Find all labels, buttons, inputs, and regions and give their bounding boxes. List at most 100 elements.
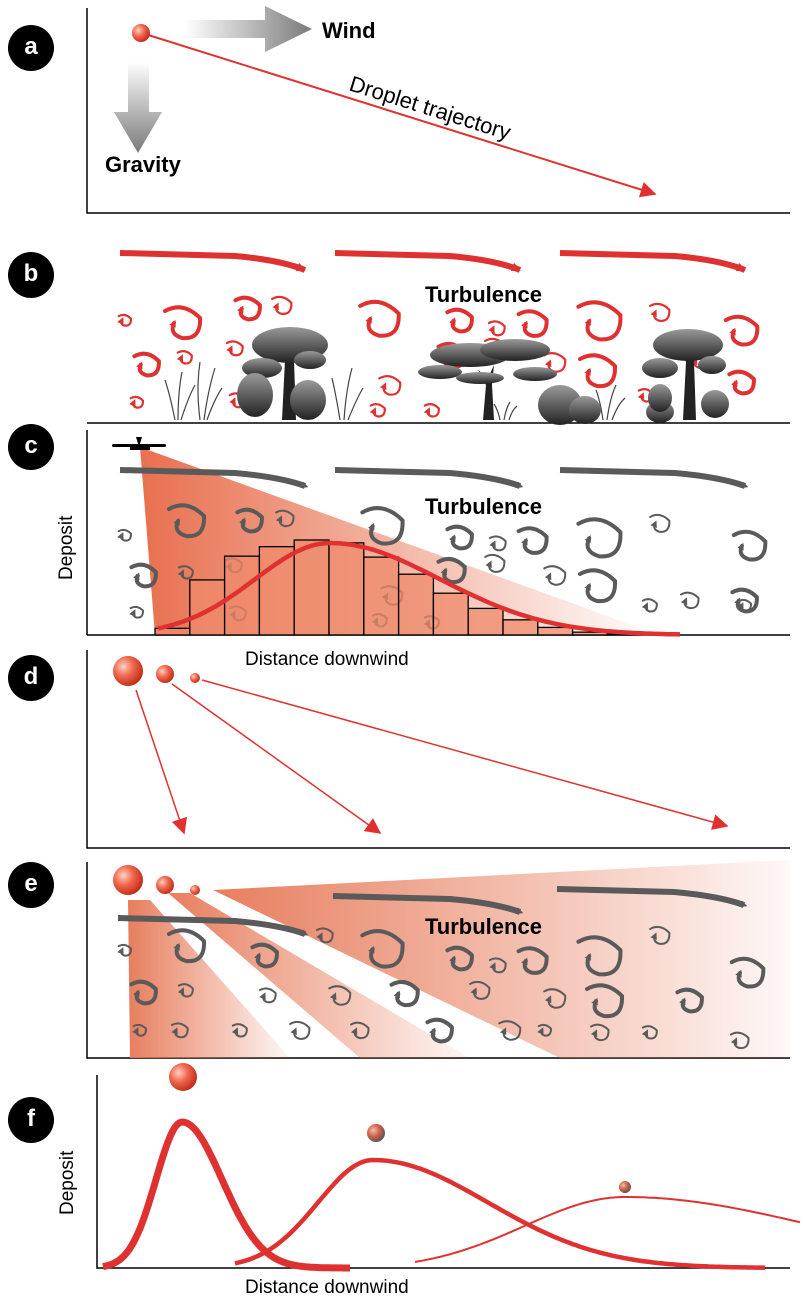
large-droplet-trajectory (135, 689, 188, 835)
panel-b: Turbulence (87, 250, 790, 425)
eddy-swirl (289, 1020, 311, 1040)
small-droplet (190, 885, 200, 895)
large-droplet (113, 656, 143, 686)
eddy-swirl (641, 598, 658, 613)
eddy-swirl (235, 507, 264, 534)
eddy-swirl (117, 943, 132, 957)
medium-droplet-deposit-curve (234, 1157, 766, 1270)
eddy-swirl (436, 556, 467, 585)
panel-e: Turbulence (86, 860, 790, 1059)
eddy-swirl (649, 925, 671, 945)
eddy-swirl (423, 403, 440, 418)
large-droplet-plume (128, 900, 290, 1058)
panel-f: Deposit Distance downwind (57, 1063, 801, 1298)
eddy-swirl (369, 403, 386, 418)
eddy-swirl (649, 302, 671, 322)
eddy-swirl (225, 340, 244, 357)
eddy-swirl (129, 562, 158, 589)
large-droplet (113, 865, 143, 895)
gravity-arrow (114, 62, 162, 153)
acacia-tree (418, 339, 557, 420)
eddy-swirl (641, 1025, 658, 1040)
eddy-swirl (488, 535, 507, 552)
eddy-swirl (445, 307, 474, 334)
medium-droplet (156, 876, 174, 894)
eddy-swirl (389, 979, 420, 1008)
eddy-swirl (132, 1023, 147, 1037)
histogram-bar (328, 542, 365, 636)
x-label-c: Distance downwind (245, 649, 409, 670)
eddy-swirl (315, 927, 334, 944)
histogram-bar (258, 546, 295, 636)
tree (642, 329, 729, 420)
histogram-bar (537, 626, 574, 636)
eddy-swirl (516, 309, 549, 338)
turbulence-eddies-e (117, 925, 766, 1050)
x-label-f: Distance downwind (245, 1277, 409, 1298)
eddy-swirl (129, 979, 158, 1006)
eddy-swirl (425, 1017, 454, 1044)
y-label-f: Deposit (57, 1150, 78, 1215)
eddy-swirl (167, 928, 207, 964)
eddy-swirl (578, 568, 618, 604)
eddy-swirl (176, 350, 193, 365)
eddy-swirl (543, 352, 567, 373)
eddy-swirl (576, 935, 623, 977)
wind-arrow (185, 6, 312, 52)
eddy-swirl (469, 980, 491, 1000)
histogram-bar (397, 573, 435, 636)
tree (237, 327, 328, 420)
eddy-swirl (177, 565, 194, 580)
eddy-swirl (516, 526, 549, 555)
medium-droplet (156, 665, 174, 683)
small-droplet (190, 673, 200, 683)
eddy-swirl (275, 509, 295, 528)
histogram-bar (363, 556, 400, 636)
panel-label-d: d (8, 655, 54, 701)
panel-label-f: f (8, 1097, 54, 1143)
turbulence-label-c: Turbulence (425, 494, 542, 519)
eddy-swirl (576, 517, 623, 559)
gravity-label: Gravity (105, 152, 182, 177)
eddy-swirl (578, 353, 618, 389)
eddy-swirl (360, 506, 405, 546)
histogram-bar (432, 592, 469, 636)
eddy-swirl (328, 985, 352, 1006)
panel-label-a: a (8, 25, 54, 71)
deposit-curve-c (157, 540, 681, 637)
eddy-swirl (543, 988, 567, 1009)
eddy-swirl (576, 300, 623, 342)
droplet (132, 24, 150, 42)
panel-a (86, 6, 790, 214)
eddy-swirl (163, 305, 203, 341)
eddy-swirl (590, 1023, 610, 1042)
panel-label-b: b (8, 252, 54, 298)
medium-droplet-plume (168, 893, 470, 1058)
eddy-swirl (177, 983, 194, 998)
eddy-swirl (737, 598, 752, 612)
eddy-swirl (649, 513, 671, 533)
small-droplet (619, 1181, 631, 1193)
medium-droplet-trajectory (171, 683, 382, 834)
turbulence-label-b: Turbulence (425, 282, 542, 307)
eddy-swirl (129, 605, 144, 619)
axes-e (86, 862, 790, 1059)
eddy-swirl (487, 320, 506, 337)
axes-a (86, 8, 790, 214)
y-label-c: Deposit (56, 515, 77, 580)
droplet-trajectory-label: Droplet trajectory (347, 71, 514, 145)
medium-droplet (367, 1124, 385, 1142)
eddy-swirl (445, 945, 474, 972)
mean-wind-flows-c (119, 467, 749, 489)
mean-wind-flows-e (117, 886, 748, 937)
histogram-bar (502, 619, 539, 636)
eddy-swirl (167, 503, 207, 539)
eddy-swirl (258, 987, 277, 1004)
eddy-swirl (170, 1022, 189, 1039)
vegetation (164, 327, 729, 425)
eddy-swirl (537, 1023, 552, 1037)
droplet-trajectory-line (144, 33, 657, 198)
eddy-swirl (233, 295, 262, 322)
large-droplet-deposit-curve (102, 1118, 350, 1272)
